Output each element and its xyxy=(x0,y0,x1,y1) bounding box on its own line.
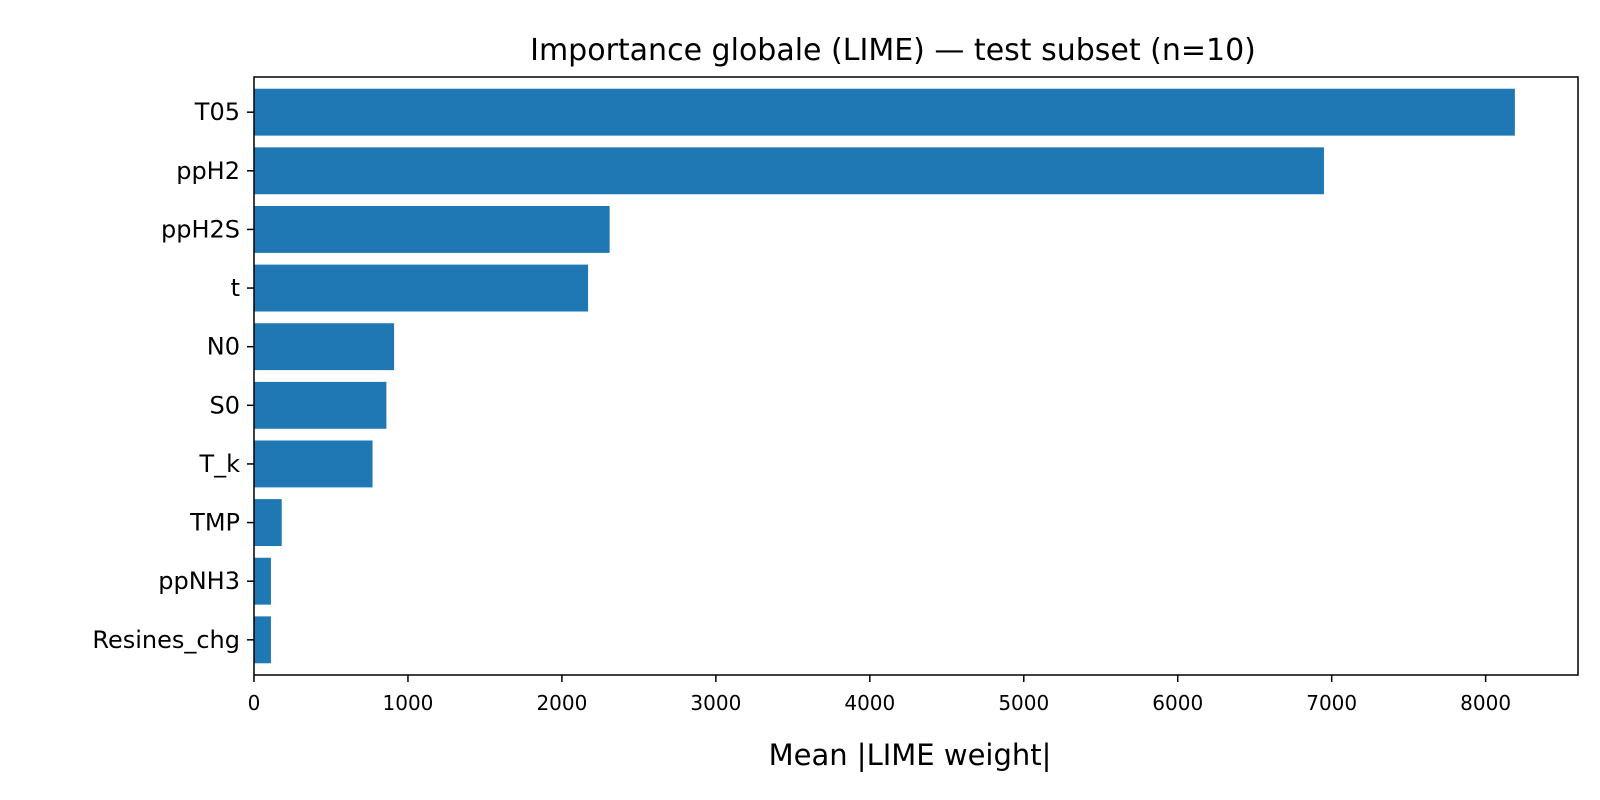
x-tick-label: 5000 xyxy=(998,691,1049,715)
y-tick-label: S0 xyxy=(209,391,240,419)
bars-layer xyxy=(254,88,1515,664)
y-tick-label: T05 xyxy=(194,98,240,126)
bar-ppNH3 xyxy=(254,557,271,605)
x-axis-label: Mean |LIME weight| xyxy=(769,738,1052,772)
x-tick-label: 0 xyxy=(248,691,261,715)
x-tick-label: 4000 xyxy=(844,691,895,715)
x-tick-label: 8000 xyxy=(1460,691,1511,715)
bar-ppH2 xyxy=(254,147,1324,195)
x-axis-ticks: 0 1000 2000 3000 4000 5000 6000 7000 8000 xyxy=(248,675,1511,715)
x-tick-label: 1000 xyxy=(383,691,434,715)
x-tick-label: 3000 xyxy=(690,691,741,715)
bar-T05 xyxy=(254,88,1515,136)
y-tick-label: t xyxy=(231,274,240,302)
bar-N0 xyxy=(254,323,395,371)
bar-t xyxy=(254,264,589,312)
x-tick-label: 2000 xyxy=(536,691,587,715)
bar-Resines_chg xyxy=(254,616,271,664)
x-tick-label: 6000 xyxy=(1152,691,1203,715)
bar-ppH2S xyxy=(254,205,610,253)
y-tick-label: T_k xyxy=(198,450,240,478)
y-tick-label: ppH2S xyxy=(161,215,240,243)
y-tick-label: N0 xyxy=(207,333,240,361)
bar-T_k xyxy=(254,440,373,488)
bar-S0 xyxy=(254,381,387,429)
y-tick-label: TMP xyxy=(189,509,240,537)
plot-frame xyxy=(253,76,1579,676)
y-tick-label: ppNH3 xyxy=(158,567,240,595)
y-axis-ticks: T05 ppH2 ppH2S t N0 S0 T_k TMP ppNH3 Resines_chg xyxy=(92,98,254,654)
chart-title: Importance globale (LIME) — test subset … xyxy=(530,33,1256,68)
y-tick-label: Resines_chg xyxy=(92,626,240,654)
bar-TMP xyxy=(254,499,282,547)
x-tick-label: 7000 xyxy=(1306,691,1357,715)
y-tick-label: ppH2 xyxy=(176,157,240,185)
